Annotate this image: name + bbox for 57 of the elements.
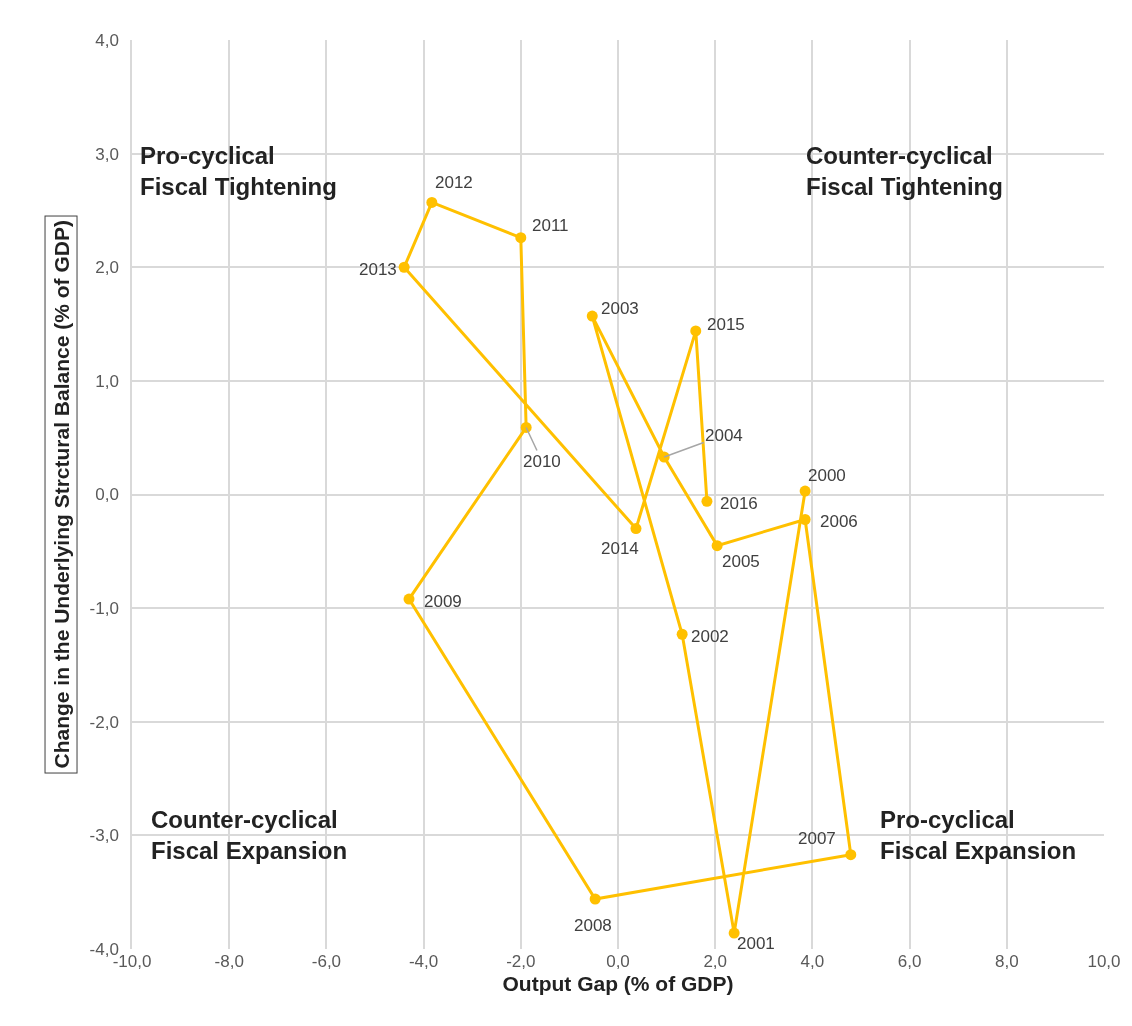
point: [515, 232, 527, 244]
annotation: 2004: [705, 426, 743, 445]
x-tick-label: -2,0: [506, 952, 536, 971]
annotation: 2015: [707, 315, 745, 334]
annotation: Pro-cyclical Fiscal Expansion: [880, 806, 1077, 865]
point: [701, 495, 713, 507]
annotation: 2005: [722, 552, 760, 571]
point: [426, 196, 438, 208]
x-tick-label: 4,0: [800, 952, 825, 971]
annotation: 2009: [424, 592, 462, 611]
x-tick-label: 0,0: [606, 952, 630, 971]
annotation: 2011: [532, 216, 569, 235]
annotation: Pro-cyclical Fiscal Tightening: [140, 142, 337, 201]
annotation: 2013: [359, 260, 397, 279]
annotation: 2001: [737, 934, 775, 953]
annotation: 2012: [435, 173, 473, 192]
annotation: 2006: [820, 512, 858, 531]
point: [676, 628, 688, 640]
annotation: 2003: [601, 299, 639, 318]
y-axis-title: Change in the Underlying Strctural Balance (% of GDP): [49, 220, 73, 769]
y-tick-label: 3,0: [95, 144, 119, 164]
y-tick-label: 0,0: [95, 485, 119, 505]
annotation: 2002: [691, 627, 729, 646]
annotation: 2014: [601, 539, 639, 558]
x-axis-title: Output Gap (% of GDP): [502, 972, 734, 996]
y-tick-label: 4,0: [95, 30, 119, 50]
point: [711, 540, 723, 552]
x-tick-label: -8,0: [214, 952, 244, 971]
annotation: Counter-cyclical Fiscal Tightening: [806, 142, 1003, 201]
annotation: 2016: [720, 494, 758, 513]
point: [799, 514, 811, 525]
point: [589, 893, 601, 905]
x-tick-label: 8,0: [994, 952, 1019, 971]
y-tick-label: -2,0: [89, 712, 119, 732]
point: [398, 261, 410, 273]
point: [845, 849, 857, 861]
point: [520, 421, 532, 433]
point: [403, 593, 415, 605]
x-tick-label: -6,0: [311, 952, 342, 971]
annotation: 2000: [808, 466, 846, 485]
x-tick-label: -4,0: [408, 952, 439, 971]
y-tick-label: -3,0: [89, 826, 119, 846]
point: [586, 310, 598, 322]
annotation: Counter-cyclical Fiscal Expansion: [151, 806, 348, 865]
point: [728, 927, 740, 939]
x-tick-label: 6,0: [897, 952, 922, 971]
point: [630, 523, 642, 535]
y-tick-label: 2,0: [95, 258, 119, 278]
x-tick-label: 2,0: [703, 952, 728, 971]
annotation: 2010: [523, 452, 561, 471]
y-tick-label: -1,0: [89, 599, 119, 619]
annotation: 2008: [574, 916, 612, 935]
annotation: 2007: [798, 829, 836, 848]
point: [690, 325, 702, 337]
point: [799, 485, 811, 497]
y-tick-label: 1,0: [95, 371, 119, 391]
x-tick-label: 10,0: [1087, 952, 1121, 971]
